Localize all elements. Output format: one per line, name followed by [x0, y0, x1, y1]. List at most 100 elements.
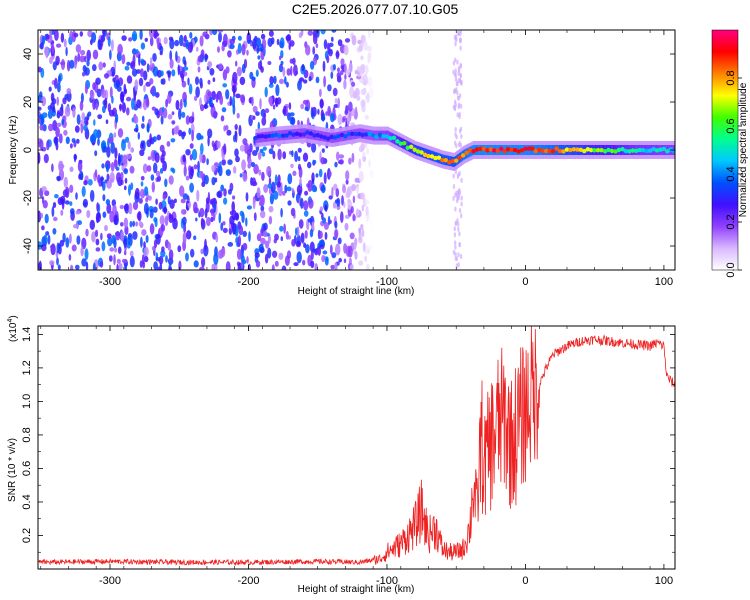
noise-speckle [452, 173, 455, 179]
noise-speckle [203, 104, 209, 109]
noise-speckle [132, 48, 137, 55]
noise-speckle [201, 181, 206, 188]
noise-speckle [351, 35, 357, 46]
noise-speckle [60, 58, 66, 71]
noise-speckle [167, 114, 173, 120]
noise-speckle [124, 225, 129, 236]
noise-speckle [289, 40, 295, 47]
noise-speckle [52, 120, 58, 131]
ridge-core [540, 148, 545, 154]
noise-speckle [193, 235, 197, 241]
colorbar-label: Normalized spectral amplitude [738, 82, 749, 217]
noise-speckle [159, 51, 163, 56]
noise-speckle [123, 237, 128, 248]
noise-speckle [343, 44, 349, 56]
noise-speckle [171, 120, 176, 125]
noise-speckle [64, 105, 71, 117]
noise-speckle [311, 172, 315, 183]
noise-speckle [343, 201, 346, 208]
noise-speckle [360, 223, 364, 230]
spectrogram-y-ticks: -40 -20 0 20 40 [22, 48, 675, 254]
noise-speckle [119, 104, 122, 112]
noise-speckle [276, 38, 280, 46]
noise-speckle [41, 186, 47, 192]
noise-speckle [334, 97, 338, 104]
noise-speckle [204, 174, 209, 185]
noise-speckle [260, 210, 266, 219]
noise-speckle [96, 88, 102, 98]
noise-speckle [357, 39, 362, 45]
noise-speckle [305, 244, 310, 254]
noise-speckle [92, 262, 96, 270]
noise-speckle [197, 66, 201, 73]
noise-speckle [252, 150, 258, 156]
noise-speckle [256, 233, 262, 242]
noise-speckle [69, 143, 73, 149]
noise-speckle [182, 193, 189, 200]
noise-speckle [71, 244, 77, 252]
ridge-core [436, 155, 442, 160]
noise-speckle [187, 202, 192, 208]
noise-speckle [56, 257, 59, 266]
noise-speckle [123, 204, 129, 211]
noise-speckle [303, 79, 308, 84]
noise-speckle [211, 263, 215, 270]
ridge-core [602, 149, 608, 154]
noise-speckle [102, 62, 106, 68]
noise-speckle [129, 165, 135, 174]
noise-speckle [95, 247, 101, 252]
ridge-core [267, 133, 272, 138]
noise-speckle [340, 69, 344, 76]
noise-speckle [68, 254, 72, 261]
ridge-core [364, 132, 369, 137]
noise-speckle [123, 83, 127, 93]
noise-speckle [158, 255, 164, 265]
noise-speckle [169, 199, 175, 210]
noise-speckle [87, 111, 92, 117]
noise-speckle [194, 95, 198, 102]
noise-speckle [110, 141, 115, 154]
noise-speckle [78, 173, 82, 180]
noise-speckle [223, 197, 228, 205]
noise-speckle [120, 222, 124, 227]
noise-speckle [57, 74, 61, 85]
noise-speckle [171, 69, 176, 77]
noise-speckle [121, 35, 127, 41]
noise-speckle [104, 73, 109, 79]
noise-speckle [278, 67, 283, 72]
noise-speckle [155, 233, 161, 245]
noise-speckle [100, 175, 104, 188]
ridge-core [550, 149, 556, 154]
noise-speckle [96, 202, 99, 212]
noise-speckle [266, 165, 272, 177]
noise-speckle [121, 258, 128, 264]
snr-y-tick-label: 1.2 [21, 360, 33, 375]
noise-speckle [178, 108, 182, 120]
noise-speckle [39, 124, 44, 131]
noise-speckle [344, 109, 349, 116]
noise-speckle [213, 253, 219, 265]
noise-speckle [199, 77, 203, 86]
noise-speckle [162, 160, 168, 172]
noise-speckle [112, 204, 117, 215]
noise-speckle [199, 207, 205, 218]
noise-speckle [456, 59, 459, 65]
ridge-core [308, 131, 313, 136]
noise-speckle [345, 179, 349, 185]
ridge-core [502, 149, 507, 154]
noise-speckle [272, 104, 276, 110]
noise-speckle [79, 31, 84, 37]
noise-speckle [102, 194, 106, 202]
noise-speckle [97, 114, 103, 120]
noise-speckle [107, 103, 112, 113]
noise-speckle [195, 86, 200, 98]
noise-speckle [358, 231, 362, 241]
noise-speckle [210, 208, 214, 217]
noise-speckle [218, 32, 222, 43]
noise-speckle [128, 37, 133, 42]
noise-speckle [455, 263, 459, 269]
noise-speckle [154, 108, 159, 116]
noise-speckle [105, 119, 109, 124]
noise-speckle [155, 198, 158, 205]
noise-speckle [126, 96, 132, 102]
